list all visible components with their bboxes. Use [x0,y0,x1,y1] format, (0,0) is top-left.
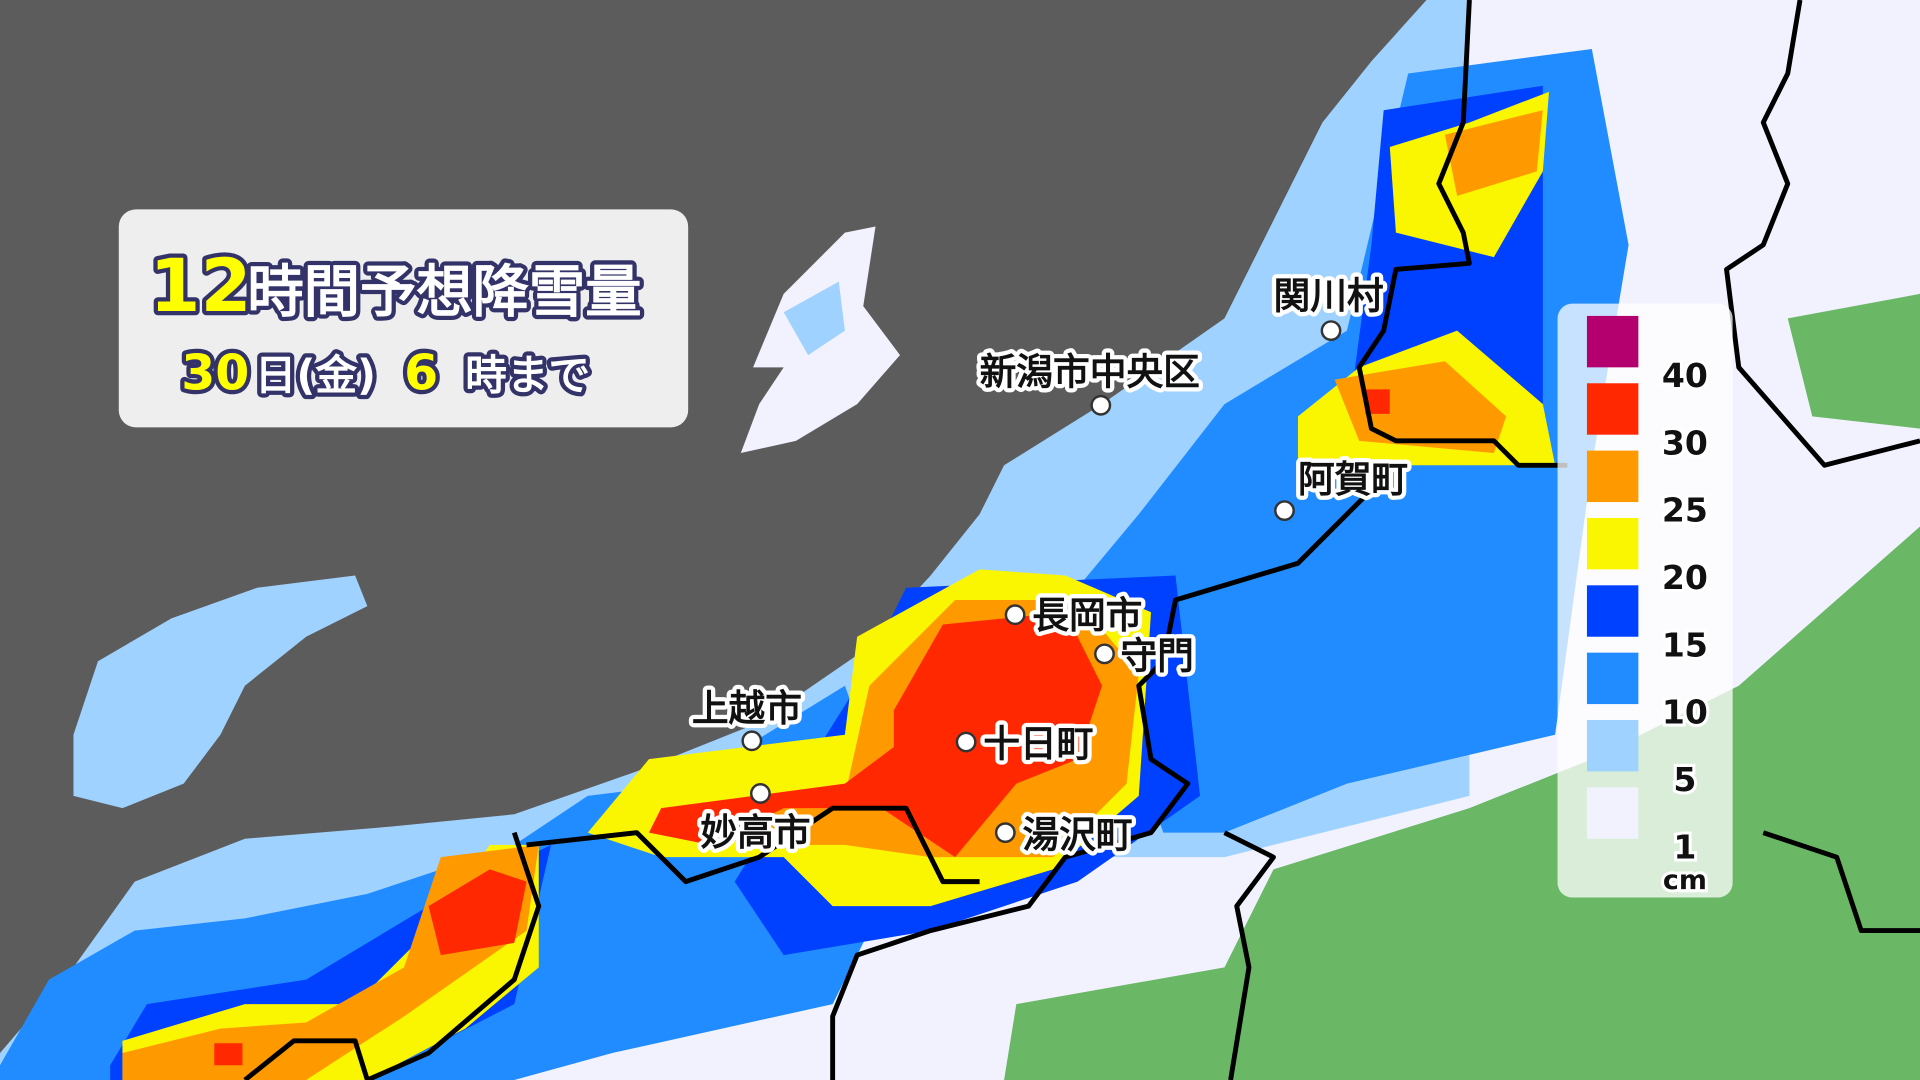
city-label: 新潟市中央区 [980,350,1200,393]
legend-unit: cm [1663,865,1707,896]
city-dot [1094,643,1115,665]
sado-snow [783,281,845,356]
city-4: 守門 [1094,630,1198,682]
city-6: 十日町 [955,718,1098,770]
city-label: 上越市 [692,687,802,730]
city-label: 妙高市 [700,811,810,854]
zone-30-3 [428,869,527,956]
zone-20-4 [122,844,539,1080]
city-label: 十日町 [983,723,1093,766]
legend-swatch [1586,450,1639,503]
legend-label: 10 [1662,693,1708,732]
zone-none [1004,526,1920,1080]
prefecture-border-5 [366,831,542,1080]
prefecture-border-8 [243,1038,370,1080]
zone-30-4 [214,1043,243,1066]
city-dot [1320,320,1342,342]
title-hours: 12 [149,244,251,329]
city-label: 阿賀町 [1298,458,1408,501]
city-8: 湯沢町 [994,809,1137,861]
legend-label: 40 [1662,356,1708,395]
zone-25 [1444,110,1543,196]
legend-label: 30 [1662,423,1708,462]
title-date-suffix: 時まで [465,350,590,399]
city-2: 阿賀町 [1274,454,1412,522]
legend-swatch [1586,652,1639,705]
legend-label: 5 [1673,760,1696,799]
prefecture-border-2 [1724,0,1920,468]
legend-swatch [1586,787,1639,839]
city-3: 長岡市 [1004,590,1147,641]
prefecture-border-4 [1223,830,1276,1080]
zone-none-2 [1787,293,1920,429]
title-box: 12 時間予想降雪量 30 日(金) 6 時まで [118,209,689,428]
prefecture-border-3 [830,488,1374,1080]
legend-swatch [1586,720,1639,772]
legend-label: 20 [1662,558,1708,597]
city-dot [955,731,977,753]
title-date-mid: 日(金) [255,350,376,399]
legend-label: 1 [1673,827,1696,866]
legend-swatch [1586,383,1639,435]
zone-30 [1365,389,1390,414]
legend-swatch [1586,315,1639,368]
city-label: 湯沢町 [1022,813,1132,856]
title-date-hour: 6 [404,344,438,401]
city-label: 守門 [1120,635,1193,678]
noto-peninsula [73,575,368,809]
city-label: 関川村 [1273,275,1383,318]
legend-swatch [1586,517,1639,570]
city-0: 関川村 [1269,270,1388,342]
prefecture-border-6 [526,805,980,885]
title-date-day: 30 [181,344,249,401]
city-dot [1090,394,1112,416]
city-dot [1004,604,1026,626]
legend-label: 25 [1662,491,1708,530]
legend: 40 30 25 20 15 10 5 1cm [1557,303,1733,899]
city-5: 上越市 [688,683,806,752]
city-dot [994,822,1016,844]
legend-label: 15 [1662,625,1708,664]
prefecture-border [1356,0,1568,468]
city-dot [1274,500,1295,522]
city-label: 長岡市 [1032,594,1142,637]
city-1: 新潟市中央区 [975,346,1204,416]
city-dot [750,783,771,804]
city-7: 妙高市 [696,783,815,858]
legend-swatch [1586,585,1639,637]
title-main: 時間予想降雪量 [247,260,641,325]
city-dot [741,730,763,752]
prefecture-border-7 [1762,830,1920,934]
